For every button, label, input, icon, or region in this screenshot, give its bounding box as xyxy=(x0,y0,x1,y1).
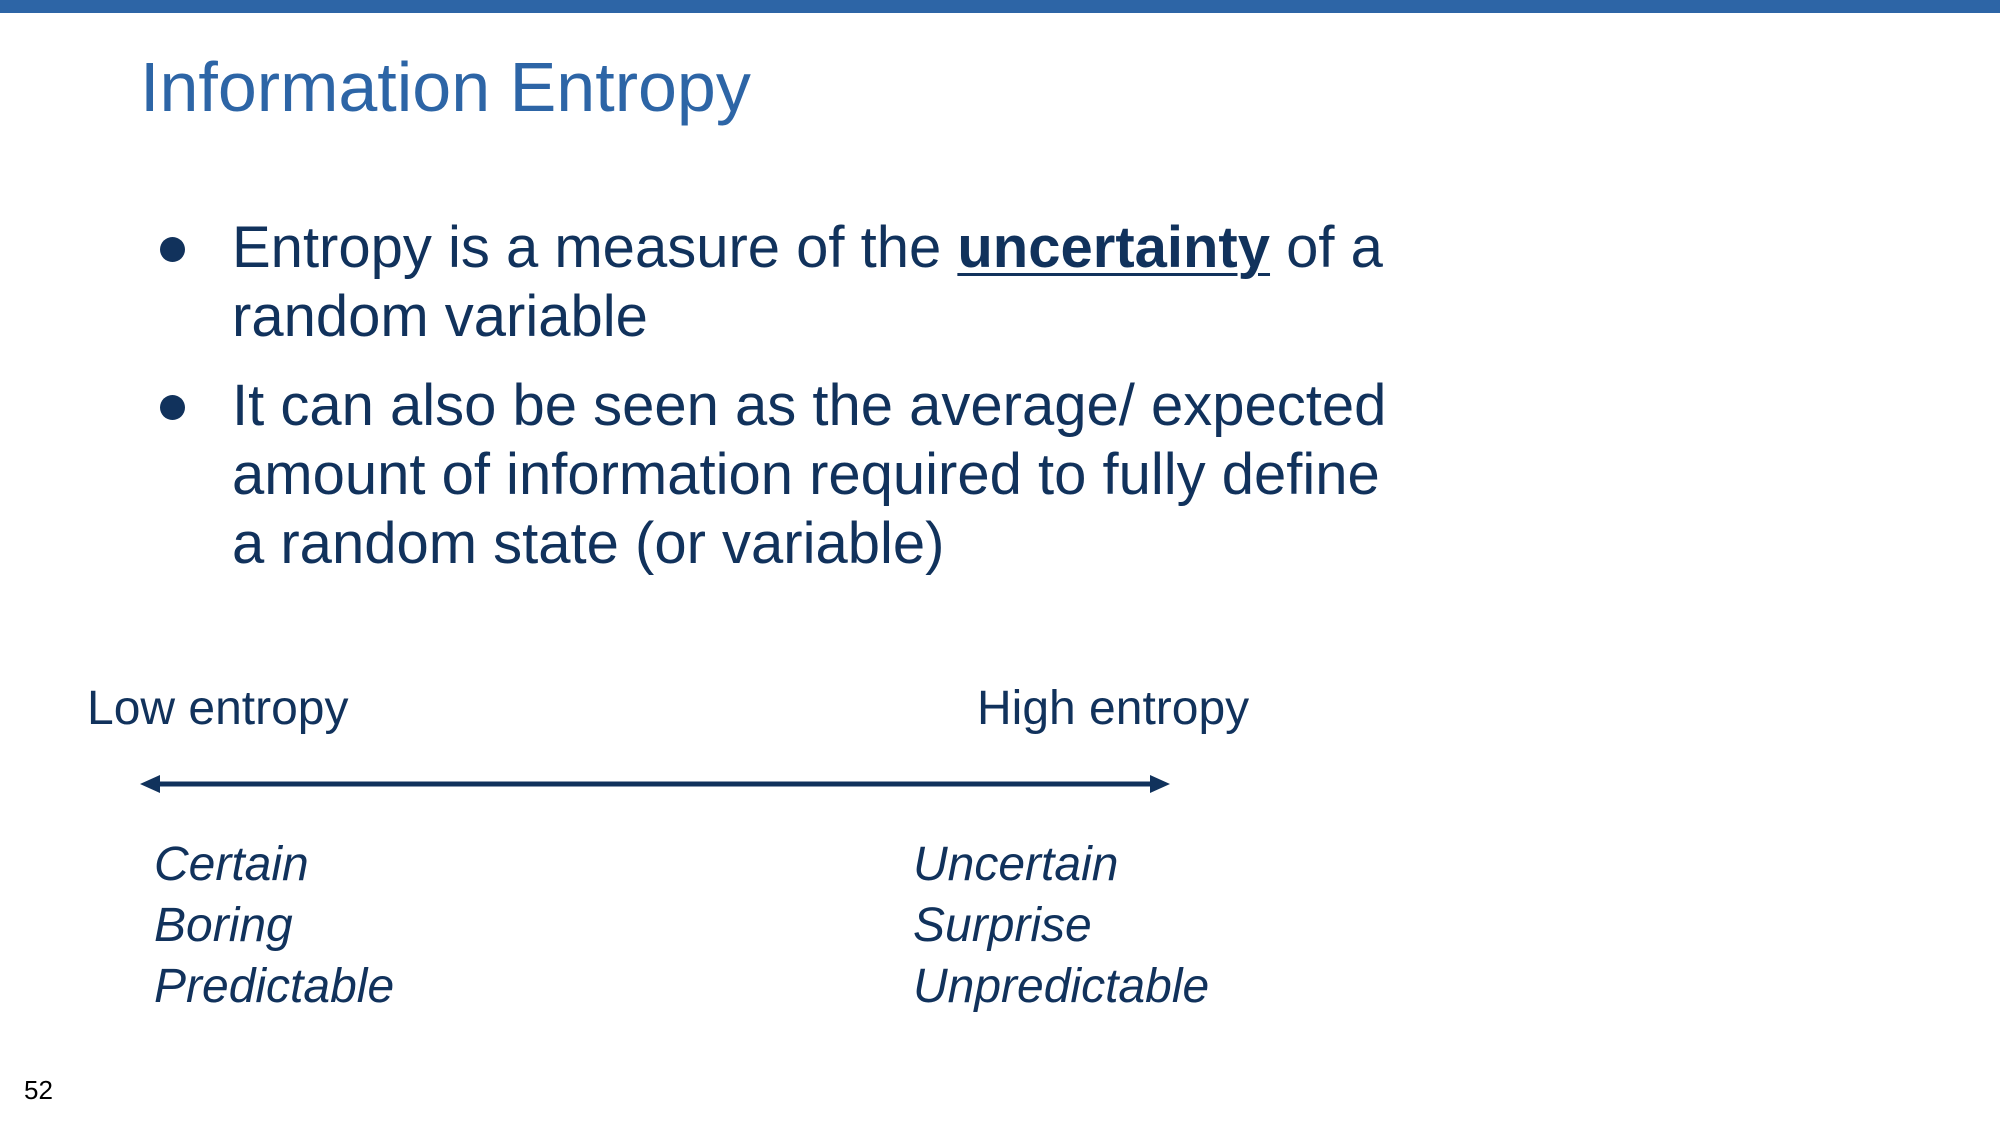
top-accent-bar xyxy=(0,0,2000,13)
descriptor-item: Certain xyxy=(154,838,309,891)
bullet-emphasis: uncertainty xyxy=(957,215,1271,280)
descriptor-item: Predictable xyxy=(154,960,395,1013)
bullet-list: Entropy is a measure of the uncertainty … xyxy=(150,213,1410,598)
descriptor-item: Boring xyxy=(154,899,293,952)
low-entropy-label: Low entropy xyxy=(87,682,349,735)
bullet-dot-icon xyxy=(160,395,185,420)
bullet-item: It can also be seen as the average/ expe… xyxy=(150,371,1410,578)
descriptor-item: Surprise xyxy=(913,899,1092,952)
bullet-item: Entropy is a measure of the uncertainty … xyxy=(150,213,1410,351)
descriptor-item: Unpredictable xyxy=(913,960,1210,1013)
slide-title: Information Entropy xyxy=(140,48,751,126)
double-headed-arrow-icon xyxy=(140,775,1170,793)
bullet-dot-icon xyxy=(160,237,185,262)
high-entropy-label: High entropy xyxy=(977,682,1250,735)
bullet-text-before: Entropy is a measure of the xyxy=(232,215,958,280)
bullet-text: It can also be seen as the average/ expe… xyxy=(232,373,1387,576)
descriptor-item: Uncertain xyxy=(913,838,1119,891)
page-number: 52 xyxy=(24,1075,53,1105)
low-entropy-descriptors: Certain Boring Predictable xyxy=(154,834,394,1017)
high-entropy-descriptors: Uncertain Surprise Unpredictable xyxy=(913,834,1209,1017)
bullet-text-after: of a random variable xyxy=(232,215,1383,349)
